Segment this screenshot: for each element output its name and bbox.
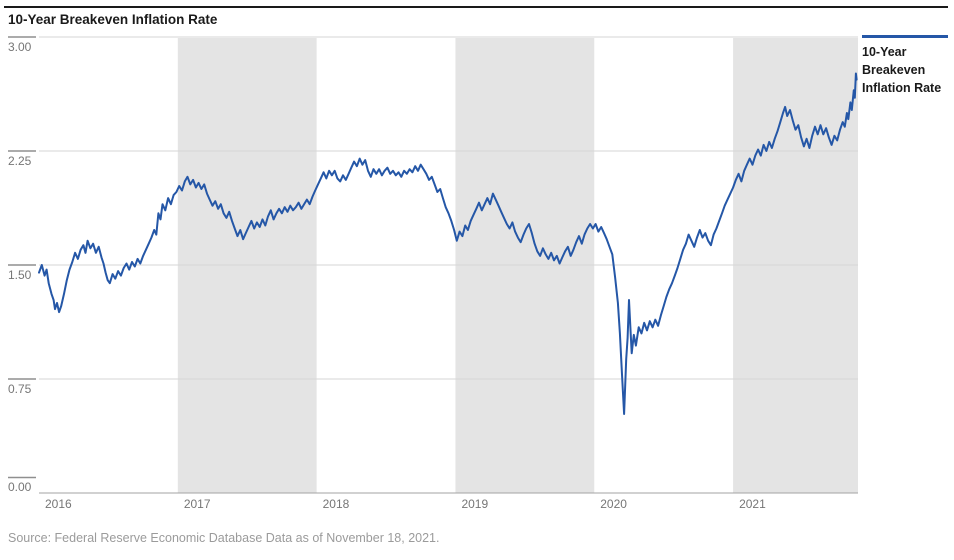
legend: 10-Year Breakeven Inflation Rate: [862, 35, 948, 97]
y-tick-label: 0.75: [8, 381, 32, 396]
x-tick-label: 2017: [183, 497, 211, 511]
y-tick-label: 3.00: [8, 39, 32, 54]
x-tick-label: 2019: [461, 497, 489, 511]
y-tick-label: 0.00: [8, 480, 32, 494]
legend-series-label: 10-Year Breakeven Inflation Rate: [862, 45, 942, 95]
x-tick-label: 2018: [322, 497, 350, 511]
source-note: Source: Federal Reserve Economic Databas…: [8, 531, 440, 545]
data-line: [38, 72, 858, 415]
y-tick-label: 2.25: [8, 153, 32, 168]
chart-title: 10-Year Breakeven Inflation Rate: [8, 12, 218, 27]
x-tick-label: 2016: [45, 497, 72, 511]
x-tick-label: 2021: [739, 497, 766, 511]
x-tick-label: 2020: [600, 497, 627, 511]
chart-header: 10-Year Breakeven Inflation Rate: [4, 6, 948, 27]
y-tick-label: 1.50: [8, 267, 32, 282]
